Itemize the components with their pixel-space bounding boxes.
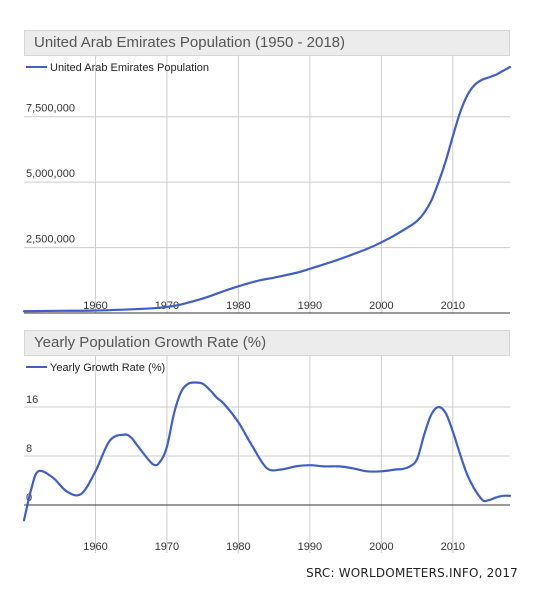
chart1-x-tick-1990: 1990 [298, 300, 322, 312]
chart2-y-tick-1: 8 [26, 443, 32, 455]
chart1-y-tick-2: 7,500,000 [26, 103, 75, 115]
chart2-x-tick-1960: 1960 [83, 541, 107, 553]
chart2-x-tick-1970: 1970 [155, 541, 179, 553]
chart1-x-tick-1980: 1980 [226, 300, 250, 312]
chart1-series-line [22, 65, 512, 313]
chart1-y-tick-0: 2,500,000 [26, 234, 75, 246]
chart1-title: United Arab Emirates Population (1950 - … [24, 30, 510, 56]
chart2-series-line [22, 381, 512, 522]
chart2-title: Yearly Population Growth Rate (%) [24, 330, 510, 356]
chart1-x-tick-2000: 2000 [369, 300, 393, 312]
chart2-x-tick-2000: 2000 [369, 541, 393, 553]
chart1-x-tick-2010: 2010 [441, 300, 465, 312]
source-credit: SRC: WORLDOMETERS.INFO, 2017 [306, 566, 518, 580]
chart1-x-tick-1960: 1960 [83, 300, 107, 312]
chart1-y-tick-1: 5,000,000 [26, 168, 75, 180]
chart2-x-tick-1990: 1990 [298, 541, 322, 553]
chart2-y-tick-2: 16 [26, 394, 38, 406]
chart2-legend-label: Yearly Growth Rate (%) [50, 362, 165, 374]
chart1-legend-label: United Arab Emirates Population [50, 62, 209, 74]
chart2-x-tick-1980: 1980 [226, 541, 250, 553]
chart2-x-tick-2010: 2010 [441, 541, 465, 553]
